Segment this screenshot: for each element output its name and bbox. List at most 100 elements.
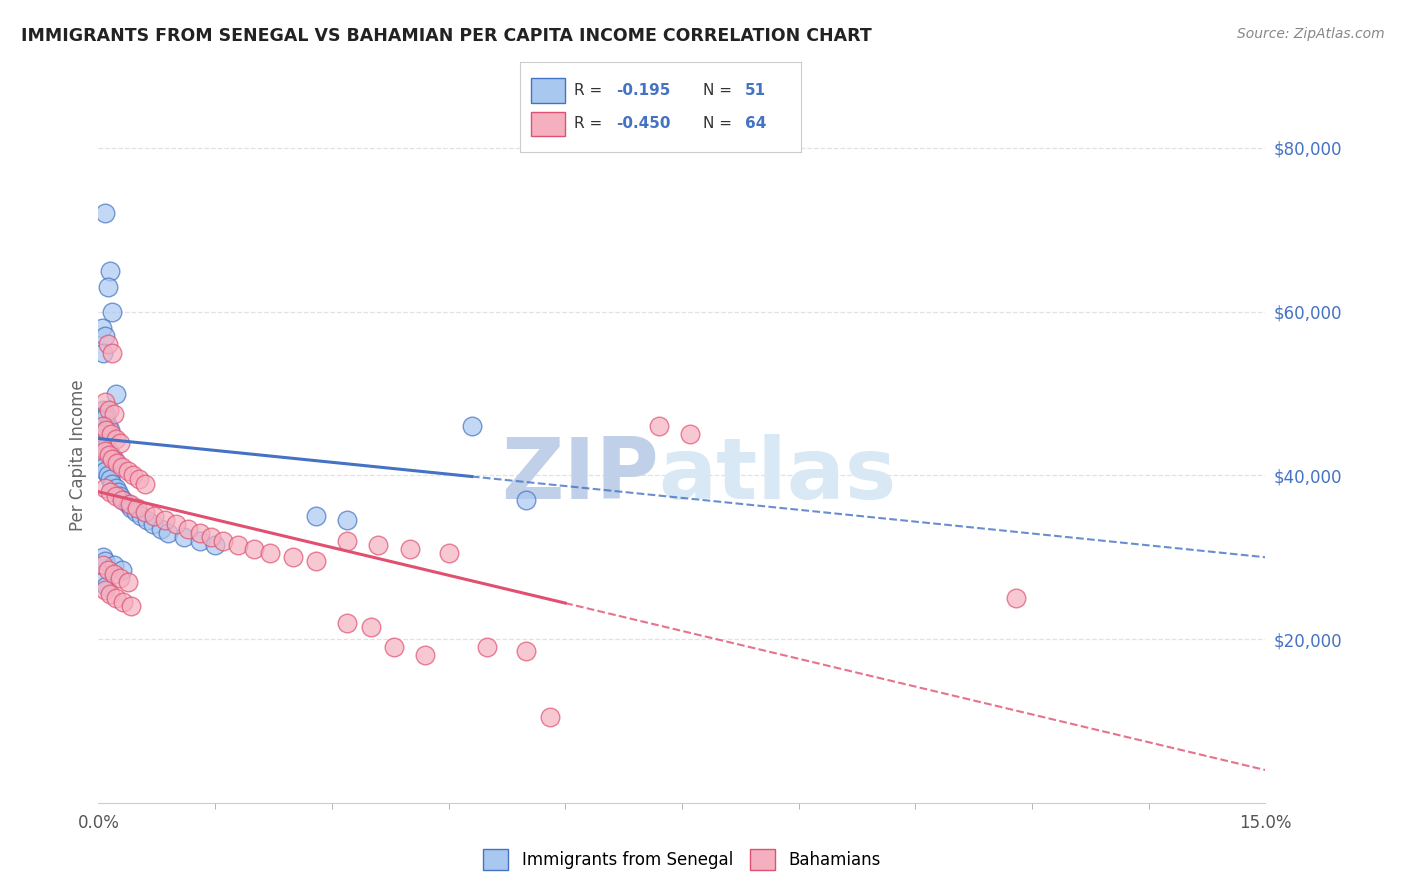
Point <box>336 533 359 548</box>
Text: -0.450: -0.450 <box>616 116 671 131</box>
Point <box>1005 591 1028 606</box>
Point <box>96 579 118 593</box>
Point <box>305 554 328 568</box>
Point <box>98 423 121 437</box>
Point <box>91 574 114 589</box>
Text: N =: N = <box>703 116 737 131</box>
Point <box>125 505 148 519</box>
Point <box>382 640 405 655</box>
Point <box>101 304 124 318</box>
Point <box>204 538 226 552</box>
Point <box>108 435 131 450</box>
Point <box>98 587 121 601</box>
Point <box>200 530 222 544</box>
Point <box>128 473 150 487</box>
Point <box>98 264 121 278</box>
Point <box>515 492 537 507</box>
Y-axis label: Per Capita Income: Per Capita Income <box>69 379 87 531</box>
Point <box>538 710 561 724</box>
Point <box>112 492 135 507</box>
Point <box>93 443 115 458</box>
Text: 51: 51 <box>745 83 766 98</box>
Point <box>104 481 127 495</box>
Point <box>111 562 134 576</box>
Point <box>188 533 211 548</box>
Point <box>105 456 128 470</box>
Point <box>111 492 134 507</box>
Point <box>90 427 112 442</box>
Point <box>117 574 139 589</box>
Point <box>91 550 114 565</box>
Point <box>93 435 115 450</box>
Point <box>153 513 176 527</box>
Text: -0.195: -0.195 <box>616 83 671 98</box>
Point <box>91 419 114 434</box>
Point <box>94 554 117 568</box>
Point <box>134 505 156 519</box>
Point <box>112 595 135 609</box>
Point <box>90 456 112 470</box>
Text: ZIP: ZIP <box>501 434 658 517</box>
Text: Source: ZipAtlas.com: Source: ZipAtlas.com <box>1237 27 1385 41</box>
Point <box>93 481 115 495</box>
Point <box>97 443 120 458</box>
Point <box>177 522 200 536</box>
Point <box>103 452 125 467</box>
Point <box>93 394 115 409</box>
Point <box>97 337 120 351</box>
Point <box>98 403 121 417</box>
Text: 64: 64 <box>745 116 766 131</box>
Point <box>367 538 389 552</box>
Point <box>97 280 120 294</box>
Point <box>142 517 165 532</box>
Point <box>173 530 195 544</box>
FancyBboxPatch shape <box>531 112 565 136</box>
Point <box>437 546 460 560</box>
Point <box>228 538 250 552</box>
Point <box>188 525 211 540</box>
Point <box>118 497 141 511</box>
Point <box>97 419 120 434</box>
Text: IMMIGRANTS FROM SENEGAL VS BAHAMIAN PER CAPITA INCOME CORRELATION CHART: IMMIGRANTS FROM SENEGAL VS BAHAMIAN PER … <box>21 27 872 45</box>
Point <box>679 427 702 442</box>
Point <box>103 558 125 573</box>
Point <box>91 321 114 335</box>
Legend: Immigrants from Senegal, Bahamians: Immigrants from Senegal, Bahamians <box>475 841 889 878</box>
Text: R =: R = <box>574 83 607 98</box>
Point <box>143 509 166 524</box>
Point <box>259 546 281 560</box>
Point <box>165 517 187 532</box>
Point <box>91 345 114 359</box>
Point <box>91 432 114 446</box>
Point <box>93 206 115 220</box>
FancyBboxPatch shape <box>531 78 565 103</box>
Point <box>103 407 125 421</box>
Point <box>101 452 124 467</box>
Text: N =: N = <box>703 83 737 98</box>
Point <box>515 644 537 658</box>
Point <box>360 620 382 634</box>
Text: atlas: atlas <box>658 434 897 517</box>
Point <box>93 411 115 425</box>
Point <box>117 464 139 478</box>
Text: R =: R = <box>574 116 607 131</box>
Point <box>97 562 120 576</box>
Point <box>108 489 131 503</box>
Point <box>336 615 359 630</box>
Point <box>149 522 172 536</box>
Point <box>97 468 120 483</box>
Point <box>100 427 122 442</box>
Point <box>122 468 145 483</box>
Point <box>398 542 420 557</box>
Point <box>120 599 142 614</box>
Point <box>91 403 114 417</box>
Point <box>104 386 127 401</box>
Point <box>96 440 118 454</box>
Point <box>134 476 156 491</box>
Point <box>93 329 115 343</box>
Point <box>93 460 115 475</box>
Point <box>413 648 436 663</box>
Point <box>107 484 129 499</box>
Point <box>104 489 127 503</box>
Point <box>157 525 180 540</box>
